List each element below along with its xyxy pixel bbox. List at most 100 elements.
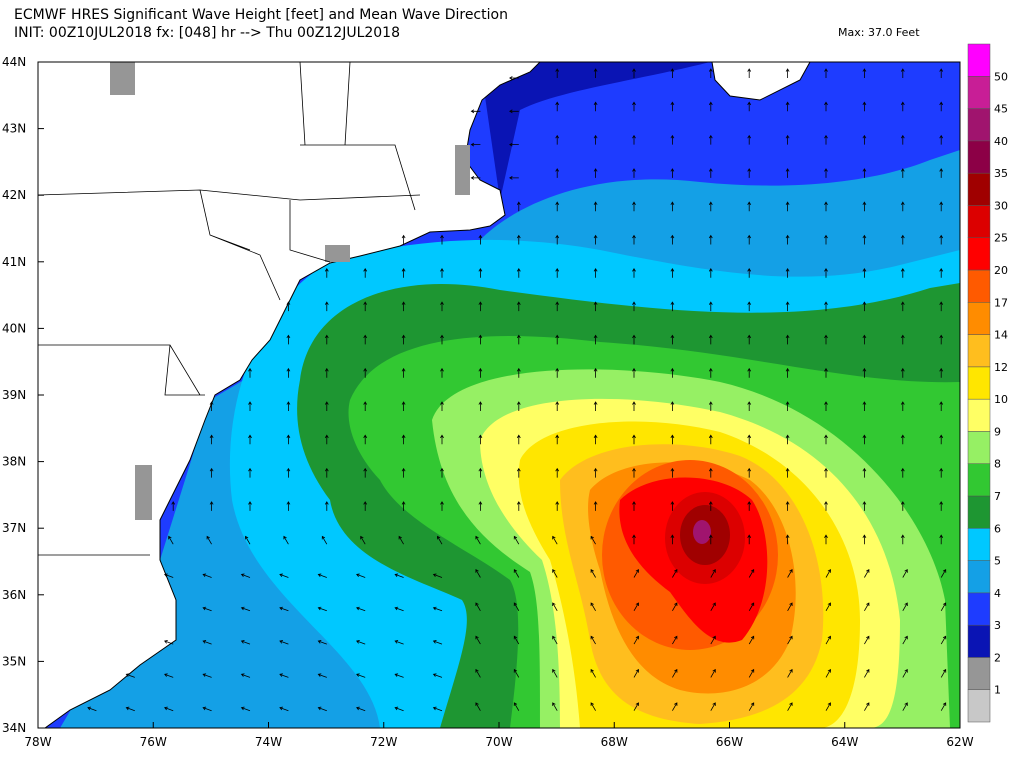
direction-arrow: [475, 602, 481, 612]
direction-arrow: [900, 467, 905, 478]
direction-arrow: [939, 301, 944, 312]
direction-arrow: [478, 334, 483, 345]
direction-arrow: [513, 569, 520, 578]
direction-arrow: [475, 668, 481, 678]
direction-arrow: [317, 606, 327, 612]
color-box: [967, 269, 991, 303]
direction-arrow: [475, 535, 481, 545]
direction-arrow: [475, 569, 481, 578]
direction-arrow: [708, 101, 713, 112]
direction-arrow: [363, 334, 368, 345]
direction-arrow: [747, 301, 752, 312]
direction-arrow: [787, 635, 793, 645]
direction-arrow: [862, 401, 867, 411]
direction-arrow: [324, 268, 329, 278]
direction-arrow: [555, 334, 560, 345]
direction-arrow: [590, 569, 596, 578]
direction-arrow: [478, 434, 483, 445]
direction-arrow: [478, 367, 483, 378]
direction-arrow: [240, 673, 251, 678]
direction-arrow: [401, 268, 406, 278]
direction-arrow: [401, 301, 406, 312]
direction-arrow: [747, 367, 752, 378]
direction-arrow: [670, 401, 675, 411]
direction-arrow: [360, 535, 366, 545]
lon-label: 74W: [255, 735, 282, 749]
direction-arrow: [202, 606, 212, 612]
direction-arrow: [363, 401, 368, 411]
direction-arrow: [940, 569, 947, 578]
direction-arrow: [552, 535, 558, 545]
direction-arrow: [513, 535, 520, 545]
direction-arrow: [209, 401, 214, 411]
direction-arrow: [125, 673, 135, 678]
direction-arrow: [209, 467, 214, 478]
color-label: 9: [994, 425, 1001, 438]
direction-arrow: [785, 367, 790, 378]
direction-arrow: [394, 706, 404, 712]
direction-arrow: [363, 301, 368, 312]
direction-arrow: [509, 142, 519, 147]
color-box: [967, 205, 991, 238]
direction-arrow: [862, 367, 867, 378]
direction-arrow: [590, 702, 596, 711]
direction-arrow: [939, 367, 944, 378]
wave-arrows: [87, 68, 947, 712]
direction-arrow: [248, 401, 252, 411]
direction-arrow: [708, 401, 713, 411]
color-label: 45: [994, 103, 1008, 116]
direction-arrow: [785, 534, 790, 545]
direction-arrow: [824, 268, 828, 278]
direction-arrow: [202, 706, 212, 712]
direction-arrow: [513, 635, 520, 645]
direction-arrow: [862, 101, 867, 112]
direction-arrow: [670, 467, 675, 478]
direction-arrow: [440, 367, 444, 378]
direction-arrow: [708, 168, 713, 178]
direction-arrow: [747, 467, 752, 478]
band-35-40: [693, 520, 711, 544]
direction-arrow: [164, 573, 174, 578]
direction-arrow: [286, 434, 291, 445]
direction-arrow: [902, 668, 908, 678]
direction-arrow: [279, 606, 289, 612]
direction-arrow: [516, 467, 521, 478]
color-box: [967, 592, 991, 626]
lon-label: 76W: [140, 735, 167, 749]
direction-arrow: [324, 501, 329, 511]
direction-arrow: [632, 501, 636, 511]
color-box: [967, 528, 991, 561]
direction-arrow: [900, 68, 905, 78]
direction-arrow: [785, 268, 790, 278]
direction-arrow: [670, 234, 675, 245]
direction-arrow: [862, 467, 867, 478]
direction-arrow: [317, 640, 327, 645]
direction-arrow: [902, 602, 908, 612]
direction-arrow: [708, 68, 713, 78]
color-label: 3: [994, 619, 1001, 632]
direction-arrow: [900, 201, 905, 212]
direction-arrow: [670, 101, 675, 112]
direction-arrow: [363, 467, 368, 478]
direction-arrow: [670, 434, 675, 445]
direction-arrow: [593, 101, 598, 112]
direction-arrow: [593, 367, 598, 378]
direction-arrow: [240, 640, 251, 645]
direction-arrow: [324, 434, 329, 445]
direction-arrow: [401, 234, 406, 245]
direction-arrow: [672, 569, 678, 578]
direction-arrow: [862, 68, 867, 78]
direction-arrow: [516, 434, 521, 445]
direction-arrow: [555, 168, 560, 178]
direction-arrow: [785, 101, 790, 112]
direction-arrow: [555, 367, 560, 378]
color-box: [967, 140, 991, 174]
direction-arrow: [286, 301, 291, 312]
direction-arrow: [939, 134, 944, 145]
direction-arrow: [862, 534, 867, 545]
direction-arrow: [632, 534, 636, 545]
direction-arrow: [590, 535, 596, 545]
direction-arrow: [279, 573, 289, 578]
direction-arrow: [632, 401, 636, 411]
direction-arrow: [710, 569, 716, 578]
